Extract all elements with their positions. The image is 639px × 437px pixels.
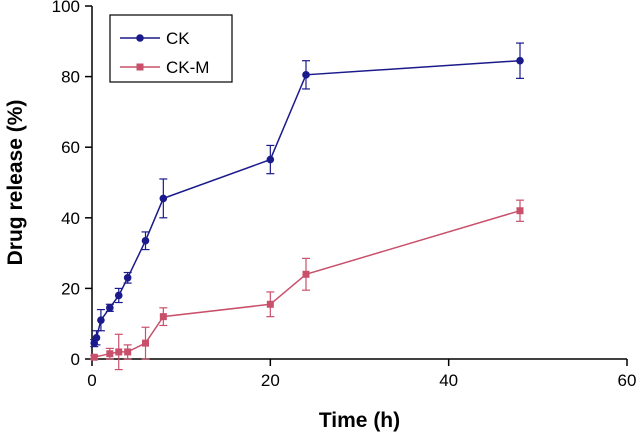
data-point-ck xyxy=(159,194,168,203)
data-point-ck-m xyxy=(266,300,274,308)
y-tick-label: 40 xyxy=(61,209,80,228)
data-point-ck-m xyxy=(516,207,524,215)
series-layer xyxy=(90,42,524,371)
y-tick-label: 0 xyxy=(71,350,80,369)
legend-marker-ck xyxy=(136,34,144,42)
y-axis-title: Drug release (%) xyxy=(4,100,27,266)
data-point-ck-m xyxy=(106,350,114,358)
data-point-ck-m xyxy=(159,313,167,321)
data-point-ck xyxy=(266,155,275,164)
series-ck-m xyxy=(90,199,524,371)
data-point-ck xyxy=(106,304,114,312)
legend-marker-ck-m xyxy=(136,63,144,71)
data-point-ck-m xyxy=(124,348,132,356)
y-tick-label: 60 xyxy=(61,138,80,157)
x-tick-label: 40 xyxy=(439,371,458,390)
x-axis-title: Time (h) xyxy=(319,409,400,432)
y-tick-label: 20 xyxy=(61,279,80,298)
data-point-ck xyxy=(92,334,101,342)
data-point-ck xyxy=(141,236,150,245)
data-point-ck xyxy=(516,56,524,65)
data-point-ck-m xyxy=(302,270,310,278)
data-point-ck xyxy=(97,316,105,324)
y-tick-label: 80 xyxy=(61,68,80,87)
y-tick-label: 100 xyxy=(52,0,80,16)
data-point-ck xyxy=(123,274,132,282)
legend-label-ck: CK xyxy=(166,29,190,48)
series-line-ck xyxy=(93,59,521,344)
x-tick-label: 60 xyxy=(618,371,637,390)
data-point-ck xyxy=(302,71,310,79)
data-point-ck-m xyxy=(90,353,98,361)
data-point-ck xyxy=(114,291,123,300)
legend-label-ck-m: CK-M xyxy=(166,58,209,77)
legend-box xyxy=(109,14,233,83)
x-tick-label: 0 xyxy=(87,371,96,390)
series-ck xyxy=(90,42,524,348)
axes: 0 20 40 60 80 100 0 20 40 60 xyxy=(52,0,637,390)
series-line-ck-m xyxy=(94,209,521,358)
legend: CK CK-M xyxy=(109,14,233,83)
data-point-ck-m xyxy=(142,339,149,347)
x-tick-label: 20 xyxy=(261,371,280,390)
data-point-ck-m xyxy=(115,348,123,356)
